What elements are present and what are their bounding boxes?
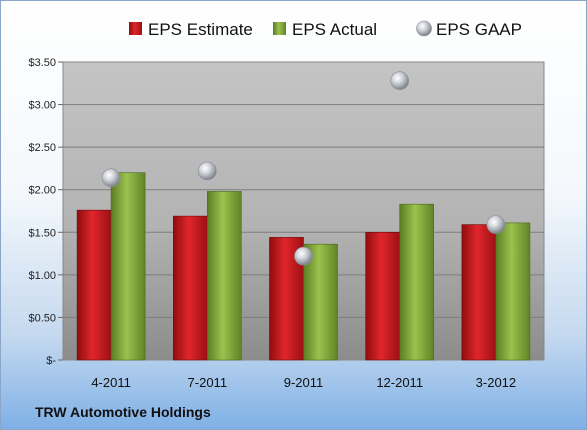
x-tick-label: 4-2011 (91, 375, 131, 390)
bar-eps-estimate-3-2012 (461, 224, 497, 361)
bar-eps-actual-12-2011 (399, 203, 435, 361)
y-tick-label: $1.00 (28, 270, 56, 282)
bar-eps-actual-9-2011 (303, 243, 338, 361)
x-tick-label: 12-2011 (376, 375, 423, 390)
legend-label-eps-actual: EPS Actual (292, 20, 377, 39)
y-tick-label: $1.50 (28, 227, 56, 239)
y-tick-label: $- (46, 355, 56, 367)
x-axis-ticks: 4-2011 7-2011 9-2011 12-2011 3-2012 (91, 375, 516, 390)
x-tick-label: 9-2011 (284, 375, 324, 390)
point-eps-gaap-9-2011 (294, 246, 313, 266)
y-axis-ticks: $- $0.50 $1.00 $1.50 $2.00 $2.50 $3.00 $3.50 (28, 57, 63, 367)
legend-swatch-eps-estimate (129, 22, 142, 35)
bar-eps-estimate-7-2011 (173, 215, 208, 361)
bar-eps-actual-7-2011 (207, 191, 242, 361)
x-tick-label: 3-2012 (476, 375, 516, 390)
gaap-points (101, 71, 506, 266)
point-eps-gaap-3-2012 (486, 215, 506, 234)
y-tick-label: $3.50 (28, 57, 56, 69)
y-tick-label: $0.50 (28, 312, 56, 324)
legend-label-eps-gaap: EPS GAAP (436, 20, 522, 39)
bar-eps-estimate-4-2011 (76, 209, 112, 361)
x-tick-label: 7-2011 (188, 375, 228, 390)
bar-eps-actual-3-2012 (495, 222, 531, 361)
point-eps-gaap-4-2011 (101, 168, 121, 188)
legend-swatch-eps-gaap (416, 20, 432, 37)
company-label: TRW Automotive Holdings (35, 404, 211, 420)
bar-eps-estimate-12-2011 (365, 231, 401, 361)
y-tick-label: $2.00 (28, 185, 56, 197)
legend-label-eps-estimate: EPS Estimate (148, 20, 253, 39)
point-eps-gaap-12-2011 (390, 71, 410, 91)
bar-eps-actual-4-2011 (110, 172, 146, 361)
legend: EPS Estimate EPS Actual EPS GAAP (129, 20, 522, 39)
y-tick-label: $3.00 (28, 100, 56, 112)
point-eps-gaap-7-2011 (198, 161, 217, 181)
legend-swatch-eps-actual (273, 22, 286, 35)
y-tick-label: $2.50 (28, 142, 56, 154)
